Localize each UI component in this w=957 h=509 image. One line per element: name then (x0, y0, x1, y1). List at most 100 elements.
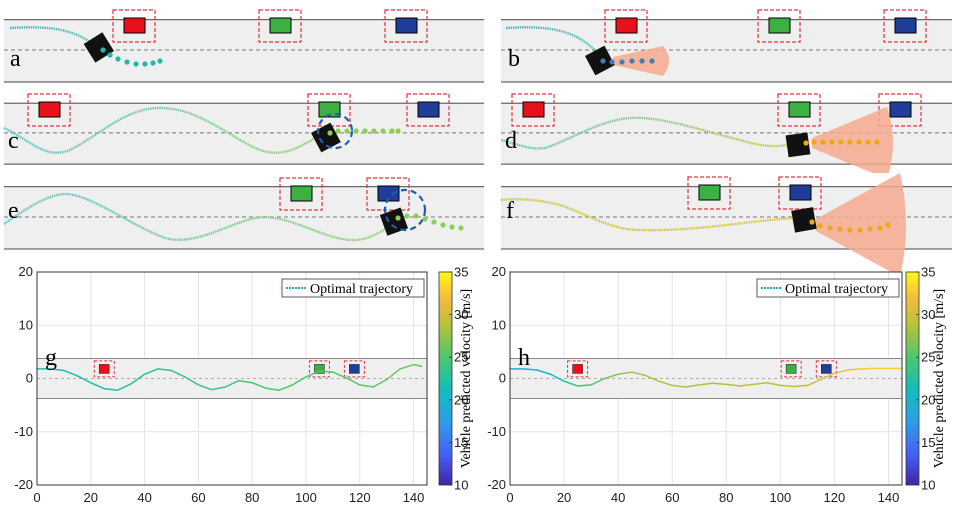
trajectory-segment (305, 370, 321, 378)
obstacle-safety-box (883, 9, 927, 43)
y-tick-label: 0 (499, 371, 506, 386)
colorbar: 10 15 20 25 30 35 Vehicle predicted velocity [… (438, 265, 474, 493)
predicted-point (100, 47, 106, 53)
obstacle-vehicle (698, 184, 721, 201)
x-tick-label: 140 (878, 490, 900, 505)
legend-box (756, 278, 900, 298)
trajectory-segment (116, 383, 132, 391)
obstacle-vehicle (788, 101, 811, 118)
trajectory-segment (359, 384, 374, 388)
trajectory-segment (224, 379, 240, 388)
trajectory-segment (603, 373, 619, 380)
predicted-point (353, 128, 359, 134)
predicted-point (422, 216, 428, 222)
colorbar-tick-label: 35 (454, 265, 468, 280)
trajectory-segment (563, 380, 579, 387)
trajectory-segment (860, 367, 876, 370)
trajectory-segment (549, 373, 565, 382)
obstacle-safety-box (279, 177, 323, 211)
predicted-point (157, 58, 163, 64)
colorbar-tick-label: 25 (921, 350, 935, 365)
trajectory-segment (806, 378, 822, 387)
panel-label: e (8, 198, 19, 224)
obstacle-red (604, 9, 648, 43)
obstacle-vehicle (395, 17, 418, 34)
trajectory-segment (847, 368, 863, 371)
predicted-point (857, 227, 863, 233)
sim-panel-f: f (500, 173, 952, 277)
trajectory-segment (617, 371, 633, 375)
obstacle-red (567, 360, 589, 378)
y-tick-label: -20 (14, 477, 33, 492)
trajectory-segment (90, 382, 105, 390)
x-tick-label: 0 (33, 490, 40, 505)
obstacle-safety-box (511, 93, 555, 127)
trajectory-segment (291, 376, 307, 386)
plot-panel-label: g (45, 345, 57, 371)
trajectory-segment (157, 368, 173, 372)
predicted-point (404, 213, 410, 219)
panel-label: f (506, 198, 514, 224)
predicted-point (649, 58, 655, 64)
predicted-point (877, 225, 883, 231)
obstacle-vehicle (768, 17, 791, 34)
x-tick-label: 20 (84, 490, 98, 505)
predicted-point (440, 222, 446, 228)
trajectory-segment (752, 382, 768, 386)
obstacle-vehicle (123, 17, 146, 34)
trajectory-segment (372, 378, 388, 388)
predicted-point (829, 139, 835, 145)
trajectory-segment (412, 363, 423, 368)
obstacle-green (780, 360, 802, 378)
trajectory-segment (793, 384, 809, 388)
y-tick-label: -10 (14, 424, 33, 439)
predicted-point (885, 222, 891, 228)
x-tick-label: 140 (403, 490, 425, 505)
obstacle-vehicle (290, 185, 313, 202)
obstacle-blue (366, 177, 410, 211)
obstacle-vehicle (417, 101, 440, 118)
obstacle-safety-box (384, 9, 428, 43)
y-tick-label: 10 (492, 317, 506, 332)
predicted-point (619, 59, 625, 65)
x-tick-label: 120 (824, 490, 846, 505)
trajectory-segment (345, 377, 361, 386)
predicted-point (150, 60, 156, 66)
trajectory-segment (590, 377, 606, 386)
obstacle-green (308, 360, 330, 378)
predicted-point (395, 128, 401, 134)
predicted-point (344, 128, 350, 134)
trajectory-segment (536, 369, 552, 375)
predicted-point (449, 224, 455, 230)
x-tick-label: 60 (191, 490, 205, 505)
past-trajectory (3, 106, 331, 154)
obstacle-green (777, 93, 821, 127)
colorbar-label: Vehicle predicted velocity [m/s] (459, 289, 474, 468)
panel-label: b (508, 46, 520, 72)
road-surface (4, 186, 484, 249)
obstacle-safety-box (343, 360, 365, 378)
obstacle-green (279, 177, 323, 211)
obstacle-vehicle (349, 364, 360, 374)
trajectory-segment (264, 387, 280, 391)
predicted-point (847, 227, 853, 233)
predicted-point (837, 226, 843, 232)
obstacle-safety-box (308, 360, 330, 378)
y-tick-label: -20 (487, 477, 506, 492)
obstacle-safety-box (112, 9, 156, 43)
predicted-point (389, 128, 395, 134)
obstacle-vehicle (889, 101, 912, 118)
obstacle-safety-box (93, 360, 115, 378)
interaction-circle (316, 112, 354, 150)
x-tick-label: 0 (506, 490, 513, 505)
trajectory-segment (251, 382, 267, 389)
obstacle-green (687, 176, 731, 210)
obstacle-safety-box (687, 176, 731, 210)
predicted-point (133, 61, 139, 67)
x-tick-label: 40 (137, 490, 151, 505)
ego-vehicle (585, 45, 615, 76)
predicted-point (817, 223, 823, 229)
obstacle-safety-box (757, 9, 801, 43)
trajectory-segment (211, 386, 227, 391)
